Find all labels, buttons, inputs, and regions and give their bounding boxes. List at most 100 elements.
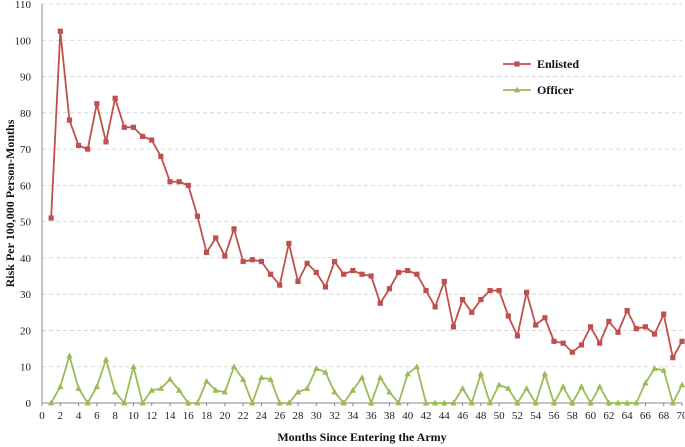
x-tick-label: 68 <box>658 410 670 422</box>
data-point-enlisted <box>130 124 137 130</box>
data-point-enlisted <box>48 215 54 221</box>
x-tick-label: 56 <box>549 410 561 422</box>
x-tick-label: 48 <box>475 410 487 422</box>
data-point-officer <box>239 376 247 382</box>
x-tick-label: 34 <box>347 410 359 422</box>
data-point-enlisted <box>185 182 191 188</box>
data-point-officer <box>285 399 293 406</box>
data-point-officer <box>75 385 82 391</box>
x-tick-label: 70 <box>677 410 685 422</box>
data-point-enlisted <box>569 349 575 355</box>
data-point-officer <box>541 370 549 377</box>
data-point-officer <box>93 383 101 390</box>
data-point-enlisted <box>395 269 402 276</box>
x-tick-label: 62 <box>603 410 614 422</box>
data-point-enlisted <box>286 240 292 246</box>
data-point-officer <box>121 399 128 406</box>
data-point-enlisted <box>121 124 127 130</box>
x-tick-label: 32 <box>329 410 340 422</box>
data-point-enlisted <box>587 324 594 330</box>
y-tick-label: 30 <box>20 289 32 301</box>
data-point-officer <box>194 399 201 406</box>
data-point-enlisted <box>523 289 530 295</box>
series-line-officer <box>50 352 683 406</box>
data-point-officer <box>404 370 411 377</box>
data-point-officer <box>377 374 384 381</box>
data-point-enlisted <box>432 304 438 310</box>
legend-marker-officer <box>513 86 521 93</box>
data-point-enlisted <box>505 313 511 319</box>
x-tick-label: 66 <box>640 410 652 422</box>
data-point-officer <box>230 363 238 370</box>
data-point-officer <box>633 399 640 406</box>
data-point-enlisted <box>651 331 658 337</box>
x-tick-label: 20 <box>219 410 231 422</box>
data-point-officer <box>495 381 503 388</box>
x-axis-title: Months Since Entering the Army <box>277 430 446 444</box>
data-point-enlisted <box>405 268 411 274</box>
x-tick-label: 16 <box>183 410 195 422</box>
data-point-officer <box>578 383 585 390</box>
data-point-officer <box>505 385 512 391</box>
data-point-officer <box>468 399 475 406</box>
y-tick-label: 60 <box>20 180 32 192</box>
data-point-officer <box>450 399 457 406</box>
data-point-officer <box>276 399 283 406</box>
data-point-officer <box>258 374 265 381</box>
data-point-officer <box>660 366 667 373</box>
data-point-officer <box>559 383 567 390</box>
data-point-officer <box>331 388 338 395</box>
data-point-officer <box>523 385 530 391</box>
data-point-officer <box>614 399 622 406</box>
data-point-officer <box>596 383 603 390</box>
y-tick-label: 70 <box>20 144 32 156</box>
data-point-enlisted <box>459 297 466 303</box>
data-point-enlisted <box>615 329 621 335</box>
x-tick-label: 30 <box>311 410 323 422</box>
y-tick-label: 90 <box>20 72 32 84</box>
data-point-officer <box>477 370 485 377</box>
legend: Enlisted Officer <box>503 57 579 97</box>
data-point-officer <box>514 399 521 406</box>
data-point-enlisted <box>606 318 612 324</box>
x-tick-label: 54 <box>530 410 542 422</box>
data-point-officer <box>340 399 347 406</box>
data-point-enlisted <box>633 326 639 332</box>
data-point-enlisted <box>167 179 173 185</box>
y-tick-label: 40 <box>20 253 32 265</box>
data-point-enlisted <box>469 309 475 315</box>
data-point-officer <box>267 376 274 382</box>
data-point-enlisted <box>322 284 329 290</box>
data-point-enlisted <box>149 137 155 143</box>
data-point-officer <box>185 399 192 406</box>
data-point-enlisted <box>158 153 164 159</box>
x-tick-label: 64 <box>622 410 634 422</box>
data-point-officer <box>386 388 393 395</box>
data-point-officer <box>102 356 110 362</box>
data-point-officer <box>587 399 594 406</box>
x-tick-label: 0 <box>39 410 45 422</box>
data-point-enlisted <box>551 338 557 344</box>
data-point-enlisted <box>203 249 210 256</box>
data-point-enlisted <box>176 179 182 185</box>
y-tick-label: 50 <box>20 217 32 229</box>
data-point-enlisted <box>441 278 447 285</box>
x-tick-label: 40 <box>402 410 414 422</box>
data-point-enlisted <box>258 258 265 265</box>
data-point-enlisted <box>368 273 374 279</box>
data-point-enlisted <box>267 271 274 277</box>
data-point-enlisted <box>295 278 301 285</box>
data-point-enlisted <box>277 282 283 288</box>
data-point-enlisted <box>103 139 109 145</box>
data-point-officer <box>486 399 494 406</box>
data-point-enlisted <box>112 95 118 101</box>
data-point-enlisted <box>359 271 365 277</box>
data-point-officer <box>322 368 329 375</box>
data-point-officer <box>605 399 613 406</box>
data-point-officer <box>550 399 558 406</box>
data-point-enlisted <box>414 271 420 277</box>
gridlines <box>42 3 682 368</box>
data-point-enlisted <box>94 101 100 107</box>
x-tick-label: 58 <box>567 410 579 422</box>
data-point-officer <box>148 386 155 393</box>
